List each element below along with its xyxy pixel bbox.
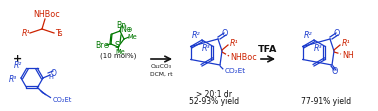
Text: CO₂Et: CO₂Et [53,97,72,103]
Text: Me: Me [115,49,125,55]
Text: +: + [13,54,23,64]
Text: NHBoc: NHBoc [230,53,257,61]
Text: 77-91% yield: 77-91% yield [301,96,351,105]
Text: Cs₂CO₃: Cs₂CO₃ [151,64,172,69]
Text: R¹: R¹ [22,29,30,38]
Text: > 20:1 dr: > 20:1 dr [196,89,232,98]
Text: O: O [332,67,338,76]
Text: DCM, rt: DCM, rt [150,71,173,76]
Text: R¹: R¹ [230,40,239,49]
Text: 52-93% yield: 52-93% yield [189,96,239,105]
Text: Bn: Bn [116,22,126,31]
Text: R³: R³ [313,44,322,53]
Text: NHBoc: NHBoc [34,11,60,20]
Text: O: O [334,30,340,39]
Text: O: O [51,68,57,77]
Text: Me: Me [127,34,137,40]
Text: R³: R³ [9,75,17,84]
Text: S: S [115,42,119,51]
Text: H: H [48,74,53,80]
Text: NH: NH [342,51,354,59]
Text: R²: R² [192,31,201,40]
Text: R²: R² [14,61,23,70]
Text: TFA: TFA [258,46,278,55]
Text: CO₂Et: CO₂Et [225,68,246,74]
Text: R³: R³ [201,44,210,53]
Text: Ts: Ts [55,29,63,38]
Text: Br⊖: Br⊖ [96,41,110,50]
Text: R²: R² [304,31,313,40]
Text: N⊕: N⊕ [121,25,133,34]
Text: R¹: R¹ [342,40,351,49]
Text: (10 mol%): (10 mol%) [100,53,136,59]
Text: O: O [222,30,228,39]
